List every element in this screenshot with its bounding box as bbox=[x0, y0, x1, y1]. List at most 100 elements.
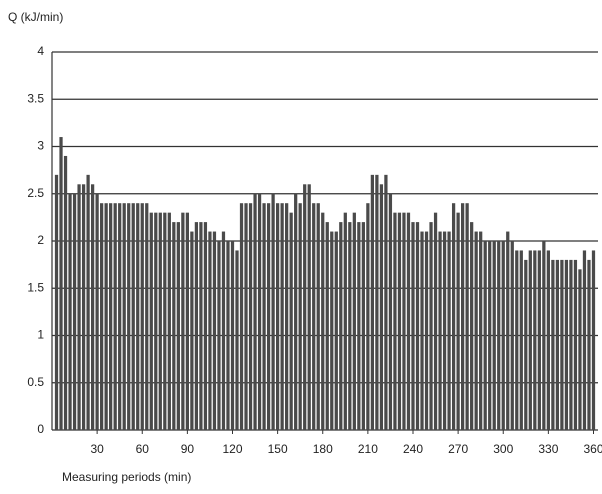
x-tick-label: 210 bbox=[358, 442, 378, 456]
bar bbox=[136, 203, 140, 430]
bar bbox=[217, 241, 221, 430]
x-tick-label: 150 bbox=[268, 442, 288, 456]
bar bbox=[569, 259, 573, 430]
bar bbox=[316, 203, 320, 430]
bar bbox=[212, 231, 217, 430]
bar bbox=[118, 203, 122, 430]
x-tick-label: 330 bbox=[538, 442, 558, 456]
bar bbox=[257, 193, 262, 430]
bar bbox=[343, 212, 347, 430]
x-tick-label: 270 bbox=[448, 442, 468, 456]
bar bbox=[393, 212, 397, 430]
x-tick-label: 240 bbox=[403, 442, 423, 456]
bar bbox=[442, 231, 447, 430]
bar bbox=[406, 212, 411, 430]
bar bbox=[582, 250, 587, 430]
x-tick-label: 300 bbox=[493, 442, 513, 456]
bar bbox=[524, 259, 528, 430]
bar bbox=[312, 203, 316, 430]
bar bbox=[479, 231, 483, 430]
bar bbox=[474, 231, 478, 430]
bar bbox=[221, 231, 226, 430]
bar bbox=[72, 193, 77, 430]
bar bbox=[402, 212, 406, 430]
bar bbox=[465, 203, 469, 430]
bar bbox=[149, 212, 153, 430]
bar bbox=[546, 250, 550, 430]
bar bbox=[230, 241, 235, 430]
bar bbox=[388, 193, 393, 430]
bar bbox=[203, 222, 208, 430]
y-tick-label: 2.5 bbox=[27, 186, 44, 200]
y-tick-label: 1.5 bbox=[27, 280, 44, 294]
bar bbox=[176, 222, 180, 430]
y-tick-label: 0.5 bbox=[27, 375, 44, 389]
bar bbox=[86, 174, 90, 430]
bar bbox=[456, 212, 460, 430]
bar bbox=[515, 250, 519, 430]
bar bbox=[528, 250, 532, 430]
bar bbox=[339, 222, 343, 430]
x-tick-label: 30 bbox=[90, 442, 104, 456]
bar bbox=[181, 212, 185, 430]
bar bbox=[303, 184, 307, 430]
bar bbox=[289, 212, 293, 430]
x-tick-label: 90 bbox=[181, 442, 195, 456]
bar bbox=[266, 203, 271, 430]
bar bbox=[235, 250, 239, 430]
bar bbox=[519, 250, 523, 430]
bar bbox=[127, 203, 131, 430]
bar bbox=[433, 212, 438, 430]
bar bbox=[357, 222, 361, 430]
bar bbox=[411, 222, 415, 430]
bar bbox=[330, 231, 334, 430]
bar bbox=[172, 222, 176, 430]
bar bbox=[415, 222, 420, 430]
bar bbox=[492, 241, 496, 430]
bar bbox=[321, 212, 325, 430]
bar bbox=[248, 203, 253, 430]
bar bbox=[533, 250, 537, 430]
bar bbox=[104, 203, 108, 430]
bar bbox=[226, 241, 230, 430]
bar bbox=[591, 250, 596, 430]
bar bbox=[379, 184, 384, 430]
x-tick-label: 60 bbox=[136, 442, 150, 456]
bar bbox=[95, 193, 99, 430]
bar bbox=[140, 203, 144, 430]
bar bbox=[555, 259, 560, 430]
bar bbox=[366, 203, 370, 430]
bar bbox=[501, 241, 505, 430]
bar bbox=[90, 184, 95, 430]
bar bbox=[109, 203, 113, 430]
x-axis-label: Measuring periods (min) bbox=[62, 470, 191, 484]
bar bbox=[397, 212, 402, 430]
bar bbox=[68, 193, 72, 430]
bar bbox=[154, 212, 158, 430]
bar bbox=[199, 222, 203, 430]
bar bbox=[294, 193, 298, 430]
x-tick-label: 120 bbox=[222, 442, 242, 456]
bar bbox=[488, 241, 492, 430]
bar bbox=[63, 155, 68, 430]
bar bbox=[560, 259, 564, 430]
bar bbox=[131, 203, 135, 430]
bar bbox=[163, 212, 167, 430]
bar bbox=[113, 203, 117, 430]
bar bbox=[461, 203, 465, 430]
bar bbox=[573, 259, 578, 430]
bar bbox=[429, 222, 433, 430]
y-axis-label: Q (kJ/min) bbox=[8, 10, 63, 24]
bar bbox=[384, 174, 388, 430]
bar bbox=[587, 259, 591, 430]
bar bbox=[470, 222, 474, 430]
bar bbox=[325, 222, 329, 430]
x-tick-label: 180 bbox=[313, 442, 333, 456]
bar bbox=[190, 231, 194, 430]
bar bbox=[537, 250, 541, 430]
bar bbox=[551, 259, 555, 430]
bar bbox=[158, 212, 162, 430]
bar bbox=[370, 174, 375, 430]
bar bbox=[352, 212, 356, 430]
